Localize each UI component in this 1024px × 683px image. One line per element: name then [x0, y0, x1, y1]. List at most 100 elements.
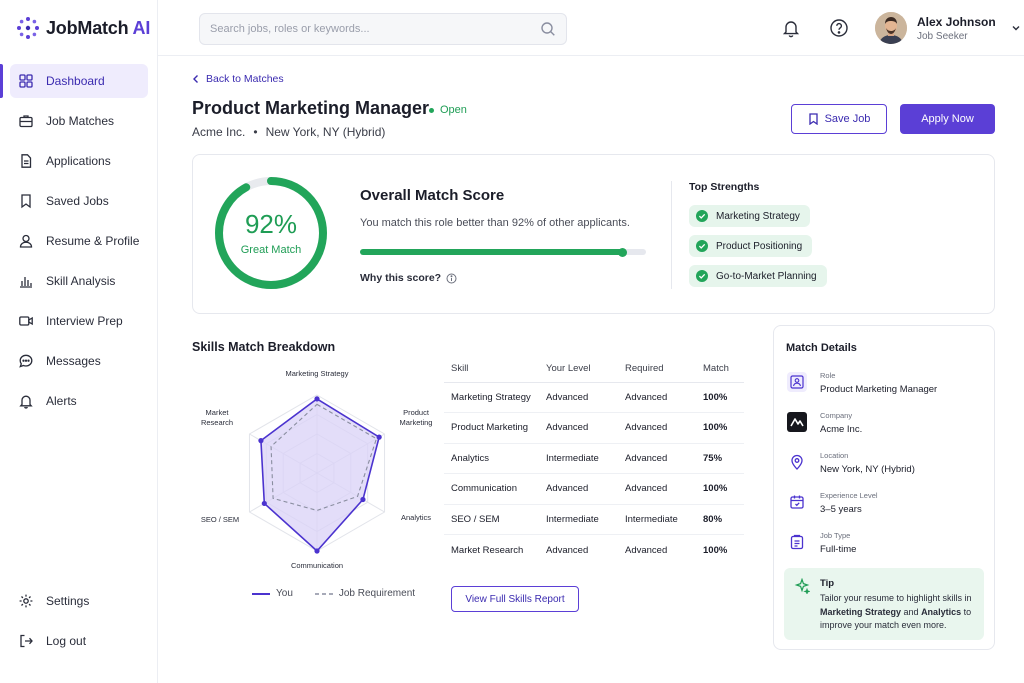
sidebar-item-applications[interactable]: Applications — [10, 144, 148, 178]
search-input[interactable] — [210, 23, 540, 35]
back-to-matches-link[interactable]: Back to Matches — [192, 73, 284, 85]
company-location: Acme Inc. • New York, NY (Hybrid) — [192, 125, 385, 139]
save-job-button[interactable]: Save Job — [791, 104, 887, 134]
sidebar-item-label: Settings — [46, 594, 90, 608]
sidebar-item-settings[interactable]: Settings — [10, 584, 148, 618]
table-row[interactable]: SEO / SEM Intermediate Intermediate 80% — [444, 504, 744, 535]
video-icon — [19, 316, 33, 326]
check-circle-icon — [696, 210, 708, 222]
match-details-title: Match Details — [786, 342, 857, 354]
skill-name-cell: Analytics — [444, 443, 546, 474]
check-circle-icon — [696, 240, 708, 252]
sidebar-item-alerts[interactable]: Alerts — [10, 384, 148, 418]
sidebar-item-job-matches[interactable]: Job Matches — [10, 104, 148, 138]
user-menu[interactable]: Alex Johnson Job Seeker — [875, 12, 1022, 44]
match-percent-cell: 75% — [703, 443, 744, 474]
sidebar-item-interview-prep[interactable]: Interview Prep — [10, 304, 148, 338]
logo[interactable]: JobMatch AI — [16, 16, 150, 40]
detail-value: 3–5 years — [820, 504, 862, 515]
skill-name-cell: SEO / SEM — [444, 504, 546, 535]
user-icon — [19, 234, 33, 248]
radar-legend: You Job Requirement — [252, 588, 415, 599]
radar-point-you — [314, 396, 320, 402]
gear-icon — [19, 594, 33, 608]
radar-axis-label: Marketing Strategy — [286, 369, 349, 378]
search-bar[interactable] — [199, 13, 567, 45]
legend-you-label: You — [276, 588, 293, 599]
why-this-score-link[interactable]: Why this score? — [360, 272, 457, 284]
detail-row-experience: Experience Level 3–5 years — [786, 491, 878, 515]
check-circle-icon — [696, 270, 708, 282]
detail-label: Job Type — [820, 531, 851, 540]
bookmark-icon — [808, 113, 818, 125]
separator-dot: • — [253, 125, 258, 139]
sidebar-item-dashboard[interactable]: Dashboard — [0, 64, 148, 98]
skill-name-cell: Market Research — [451, 544, 524, 556]
sidebar-item-messages[interactable]: Messages — [10, 344, 148, 378]
skills-table: Skill Your Level Required Match Marketin… — [444, 356, 744, 565]
match-percent-cell: 100% — [703, 473, 744, 505]
match-percent-cell: 100% — [703, 382, 744, 413]
help-icon[interactable] — [829, 18, 849, 38]
table-row[interactable]: Market Research Advanced Advanced 100% — [444, 535, 744, 566]
sidebar-item-label: Applications — [46, 154, 111, 168]
page-title: Product Marketing Manager — [192, 98, 430, 118]
sidebar-item-skill-analysis[interactable]: Skill Analysis — [10, 264, 148, 298]
back-link-label: Back to Matches — [206, 73, 284, 85]
bell-icon — [19, 395, 33, 409]
legend-requirement: Job Requirement — [314, 588, 415, 599]
tip-title: Tip — [820, 578, 835, 589]
radar-point-you — [360, 496, 366, 503]
sidebar-item-logout[interactable]: Log out — [10, 624, 148, 658]
score-subtitle: You match this role better than 92% of o… — [360, 217, 630, 229]
notifications-bell-icon[interactable] — [781, 18, 801, 38]
match-percent-cell: 80% — [703, 504, 744, 535]
radar-series-you — [260, 397, 381, 553]
required-level-cell: Advanced — [625, 443, 703, 474]
skill-name-cell: Marketing Strategy — [444, 382, 546, 413]
sidebar-item-resume-profile[interactable]: Resume & Profile — [10, 224, 148, 258]
strength-label: Product Positioning — [716, 240, 803, 252]
search-icon[interactable] — [540, 21, 556, 37]
sidebar-item-label: Messages — [46, 354, 101, 368]
match-progress-fill — [360, 247, 628, 257]
detail-label: Role — [820, 371, 836, 380]
radar-axis-label: Product Marketing — [400, 408, 433, 427]
detail-label: Company — [820, 411, 853, 420]
chevron-down-icon[interactable] — [1010, 22, 1022, 34]
match-score-ring — [215, 177, 327, 289]
match-percent-cell: 100% — [703, 412, 744, 444]
apply-now-button[interactable]: Apply Now — [900, 104, 995, 134]
why-this-score-label: Why this score? — [360, 272, 442, 284]
detail-label: Location — [820, 451, 849, 460]
match-progress-bar — [360, 247, 646, 257]
document-icon — [21, 154, 32, 168]
your-level-cell: Advanced — [546, 473, 625, 505]
bookmark-icon — [21, 194, 31, 209]
view-full-skills-report-button[interactable]: View Full Skills Report — [451, 586, 579, 612]
sidebar-nav: Dashboard Job Matches Applications Saved… — [0, 64, 158, 424]
strength-label: Marketing Strategy — [716, 210, 800, 222]
table-row[interactable]: Product Marketing Advanced Advanced 100% — [444, 412, 744, 444]
detail-row-job-type: Job Type Full-time — [786, 531, 856, 555]
your-level-cell: Intermediate — [546, 443, 625, 474]
table-row[interactable]: Analytics Intermediate Advanced 75% — [444, 443, 744, 474]
table-row[interactable]: Communication Advanced Advanced 100% — [444, 473, 744, 505]
top-header: Alex Johnson Job Seeker — [158, 0, 1024, 56]
save-job-label: Save Job — [824, 113, 871, 125]
progress-knob — [618, 247, 628, 257]
info-icon — [446, 273, 457, 283]
required-level-cell: Advanced — [625, 544, 668, 556]
tip-box: Tip Tailor your resume to highlight skil… — [784, 568, 984, 640]
sidebar-item-saved-jobs[interactable]: Saved Jobs — [10, 184, 148, 218]
chevron-left-icon — [193, 75, 198, 83]
your-level-cell: Advanced — [546, 544, 589, 556]
sparkle-icon — [794, 578, 810, 594]
sidebar-item-label: Job Matches — [46, 114, 115, 128]
logo-icon — [17, 17, 39, 39]
match-score-percent: 92% — [244, 209, 298, 239]
radar-series-requirement — [270, 403, 378, 512]
radar-axis-label: Market Research — [201, 408, 233, 427]
your-level-cell: Advanced — [546, 412, 625, 444]
table-row[interactable]: Marketing Strategy Advanced Advanced 100% — [444, 382, 744, 413]
